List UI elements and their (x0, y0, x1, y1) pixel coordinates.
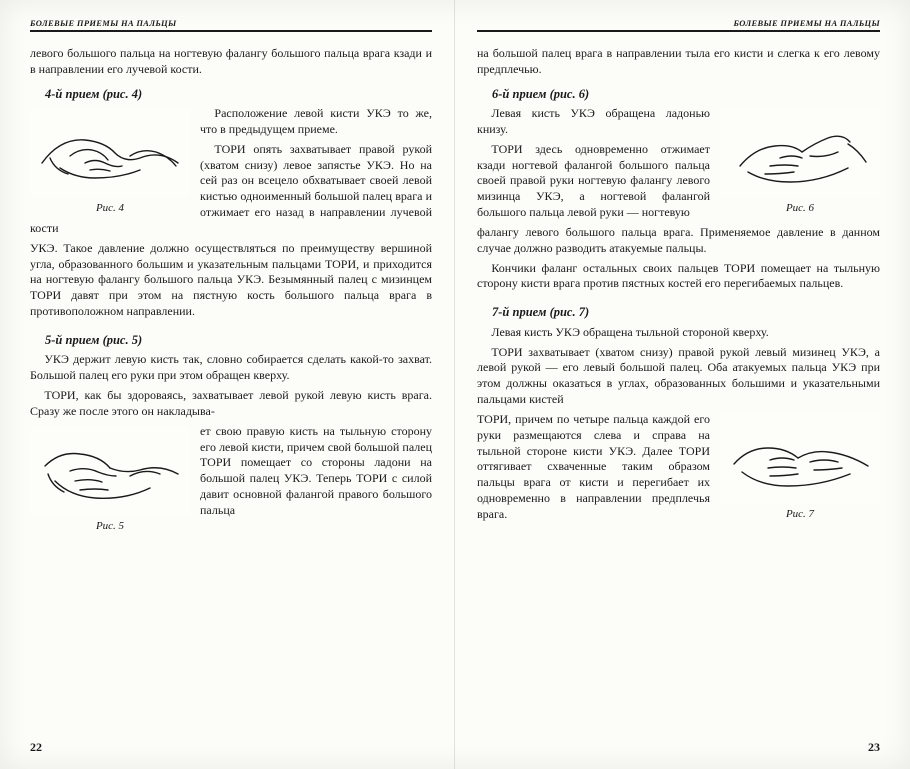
para-7b: ТОРИ захватывает (хватом снизу) правой р… (477, 345, 880, 408)
para-intro-right: на большой палец врага в направлении тыл… (477, 46, 880, 78)
figure-6: Рис. 6 (720, 108, 880, 216)
hands-line-drawing-icon (30, 426, 190, 516)
hands-line-drawing-icon (720, 108, 880, 198)
heading-4: 4-й прием (рис. 4) (30, 86, 432, 103)
page-number-right: 23 (868, 740, 880, 755)
figure-6-caption: Рис. 6 (720, 201, 880, 216)
running-head-right: БОЛЕВЫЕ ПРИЕМЫ НА ПАЛЬЦЫ (477, 18, 880, 32)
para-6c: фалангу левого большого пальца врага. Пр… (477, 225, 880, 257)
para-5a: УКЭ держит левую кисть так, словно собир… (30, 352, 432, 384)
para-4c: УКЭ. Такое давление должно осуществлятьс… (30, 241, 432, 320)
figure-6-illustration (720, 108, 880, 198)
page-number-left: 22 (30, 740, 42, 755)
right-page: БОЛЕВЫЕ ПРИЕМЫ НА ПАЛЬЦЫ на большой пале… (455, 0, 910, 769)
figure-7-illustration (720, 414, 880, 504)
hands-line-drawing-icon (30, 108, 190, 198)
running-head-left: БОЛЕВЫЕ ПРИЕМЫ НА ПАЛЬЦЫ (30, 18, 432, 32)
figure-7-caption: Рис. 7 (720, 507, 880, 522)
left-page: БОЛЕВЫЕ ПРИЕМЫ НА ПАЛЬЦЫ левого большого… (0, 0, 455, 769)
para-6d: Кончики фаланг остальных своих пальцев Т… (477, 261, 880, 293)
figure-4-illustration (30, 108, 190, 198)
heading-7: 7-й прием (рис. 7) (477, 304, 880, 321)
figure-5: Рис. 5 (30, 426, 190, 534)
heading-5: 5-й прием (рис. 5) (30, 332, 432, 349)
para-intro-left: левого большого пальца на ногтевую фалан… (30, 46, 432, 78)
book-spread: БОЛЕВЫЕ ПРИЕМЫ НА ПАЛЬЦЫ левого большого… (0, 0, 910, 769)
figure-7: Рис. 7 (720, 414, 880, 522)
left-content: левого большого пальца на ногтевую фалан… (30, 46, 432, 741)
figure-5-illustration (30, 426, 190, 516)
heading-6: 6-й прием (рис. 6) (477, 86, 880, 103)
figure-4-caption: Рис. 4 (30, 201, 190, 216)
para-5b: ТОРИ, как бы здороваясь, захватывает лев… (30, 388, 432, 420)
para-7a: Левая кисть УКЭ обращена тыльной стороно… (477, 325, 880, 341)
hands-line-drawing-icon (720, 414, 880, 504)
figure-5-caption: Рис. 5 (30, 519, 190, 534)
right-content: на большой палец врага в направлении тыл… (477, 46, 880, 741)
figure-4: Рис. 4 (30, 108, 190, 216)
